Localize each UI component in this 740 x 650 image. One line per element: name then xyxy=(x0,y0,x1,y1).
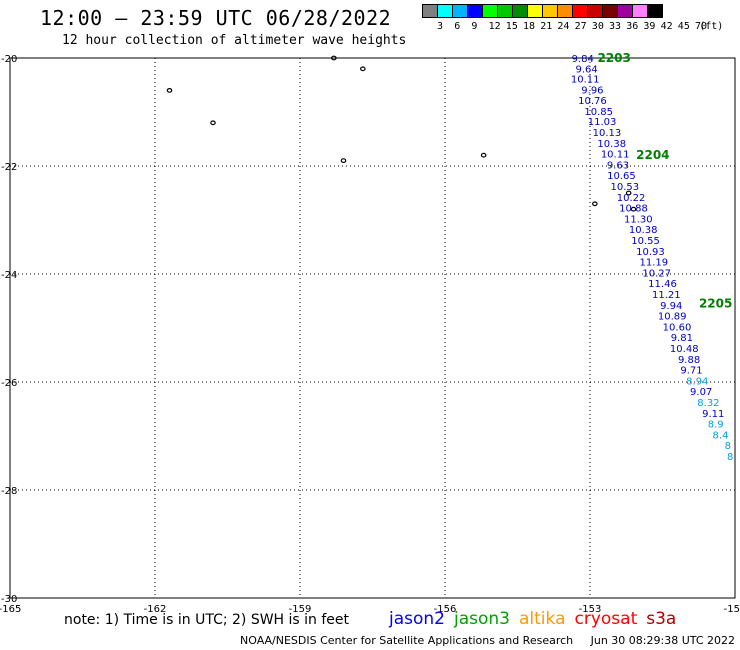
legend-label: 33 xyxy=(609,21,622,32)
satellite-name: jason2 xyxy=(389,609,445,629)
latitude-tick-label: -26 xyxy=(1,378,17,389)
island-outline xyxy=(592,201,598,207)
island-outline xyxy=(625,190,632,196)
legend-label: 18 xyxy=(523,21,536,32)
wave-height-label: 10.93 xyxy=(636,247,665,258)
wave-height-label: 10.13 xyxy=(593,128,622,139)
map-frame xyxy=(9,57,736,599)
footer: NOAA/NESDIS Center for Satellite Applica… xyxy=(240,634,735,647)
footer-timestamp: Jun 30 08:29:38 UTC 2022 xyxy=(590,634,735,647)
wave-height-label: 10.53 xyxy=(610,182,639,193)
wave-height-label: 10.88 xyxy=(619,204,648,215)
legend-label: 36 xyxy=(626,21,639,32)
wave-height-label: 11.19 xyxy=(639,258,668,269)
wave-height-label: 10.65 xyxy=(607,171,636,182)
satellite-name: altika xyxy=(519,609,566,629)
wave-height-label: 9.63 xyxy=(607,160,629,171)
wave-height-label: 9.84 xyxy=(572,54,594,65)
wave-height-label: 10.76 xyxy=(578,96,607,107)
legend-label: 15 xyxy=(505,21,518,32)
legend-label: 39 xyxy=(643,21,656,32)
wave-height-label: 10.60 xyxy=(663,322,692,333)
wave-height-label: 10.27 xyxy=(642,268,671,279)
satellite-name: jason3 xyxy=(454,609,510,629)
wave-height-label: 9.07 xyxy=(690,387,712,398)
longitude-tick-label: -156 xyxy=(434,604,457,615)
color-legend-labels: 3 6 9 12 15 18 21 24 27 30 33 36 39 42 45 70 (ft) xyxy=(422,21,740,33)
color-legend xyxy=(422,4,663,18)
island-outline xyxy=(331,55,337,61)
wave-height-label: 9.94 xyxy=(660,301,682,312)
legend-label: 24 xyxy=(557,21,570,32)
wave-height-label: 8 xyxy=(725,441,731,452)
legend-label: 21 xyxy=(540,21,553,32)
satellite-name: s3a xyxy=(646,609,677,629)
island-outline xyxy=(210,120,216,126)
wave-height-label: 11.03 xyxy=(588,117,617,128)
island-outline xyxy=(340,158,347,164)
wave-height-label: 10.55 xyxy=(631,236,660,247)
satellite-legend: jason2 jason3 altika cryosat s3a xyxy=(389,609,685,629)
legend-label: 3 xyxy=(437,21,444,32)
wave-height-label: 10.89 xyxy=(658,312,687,323)
longitude-tick-label: -150 xyxy=(724,604,740,615)
island-outline xyxy=(166,87,173,93)
latitude-tick-label: -22 xyxy=(1,162,17,173)
legend-label: 30 xyxy=(591,21,604,32)
wave-height-label: 8.4 xyxy=(713,430,729,441)
island-outline xyxy=(630,206,637,212)
wave-height-label: 9.96 xyxy=(581,85,603,96)
wave-height-label: 10.38 xyxy=(597,139,626,150)
wave-height-label: 10.22 xyxy=(617,193,646,204)
wave-height-label: 10.85 xyxy=(584,107,613,118)
wave-height-label: 8.94 xyxy=(686,376,708,387)
island-outline xyxy=(360,66,366,72)
legend-label: 12 xyxy=(488,21,501,32)
wave-height-label: 9.88 xyxy=(678,355,700,366)
wave-height-label: 11.30 xyxy=(624,214,653,225)
longitude-tick-label: -159 xyxy=(289,604,312,615)
page-title: 12:00 – 23:59 UTC 06/28/2022 xyxy=(40,6,392,30)
longitude-tick-label: -162 xyxy=(144,604,167,615)
pass-time-label: 2204 xyxy=(636,148,669,162)
wave-height-label: 10.11 xyxy=(571,75,600,86)
latitude-tick-label: -28 xyxy=(1,486,17,497)
island-outline xyxy=(480,152,487,158)
wave-height-label: 8.32 xyxy=(697,398,719,409)
wave-height-label: 8.9 xyxy=(708,420,724,431)
wave-height-label: 9.81 xyxy=(671,333,693,344)
legend-label: 27 xyxy=(574,21,587,32)
wave-height-label: 11.21 xyxy=(652,290,681,301)
legend-label: 42 xyxy=(660,21,673,32)
wave-height-label: 10.38 xyxy=(629,225,658,236)
latitude-tick-label: -30 xyxy=(1,594,17,605)
longitude-tick-label: -165 xyxy=(0,604,21,615)
latitude-tick-label: -24 xyxy=(1,270,17,281)
wave-height-label: 9.11 xyxy=(702,409,724,420)
page-subtitle: 12 hour collection of altimeter wave hei… xyxy=(62,33,407,48)
units-note: note: 1) Time is in UTC; 2) SWH is in fe… xyxy=(64,612,350,628)
wave-height-label: 8 xyxy=(727,452,733,463)
pass-time-label: 2205 xyxy=(699,297,732,311)
wave-height-label: 9.71 xyxy=(680,366,702,377)
wave-height-label: 10.11 xyxy=(601,150,630,161)
legend-label: (ft) xyxy=(699,21,724,32)
longitude-tick-label: -153 xyxy=(579,604,602,615)
legend-label: 70 xyxy=(695,21,708,32)
legend-label: 45 xyxy=(677,21,690,32)
wave-height-label: 9.64 xyxy=(575,64,597,75)
pass-time-label: 2203 xyxy=(597,51,630,65)
legend-label: 9 xyxy=(471,21,478,32)
legend-label: 6 xyxy=(454,21,461,32)
legend-swatch xyxy=(647,4,663,18)
wave-height-label: 11.46 xyxy=(648,279,677,290)
footer-agency: NOAA/NESDIS Center for Satellite Applica… xyxy=(240,634,574,647)
wave-height-label: 10.48 xyxy=(670,344,699,355)
latitude-tick-label: -20 xyxy=(1,54,17,65)
satellite-name: cryosat xyxy=(574,609,638,629)
